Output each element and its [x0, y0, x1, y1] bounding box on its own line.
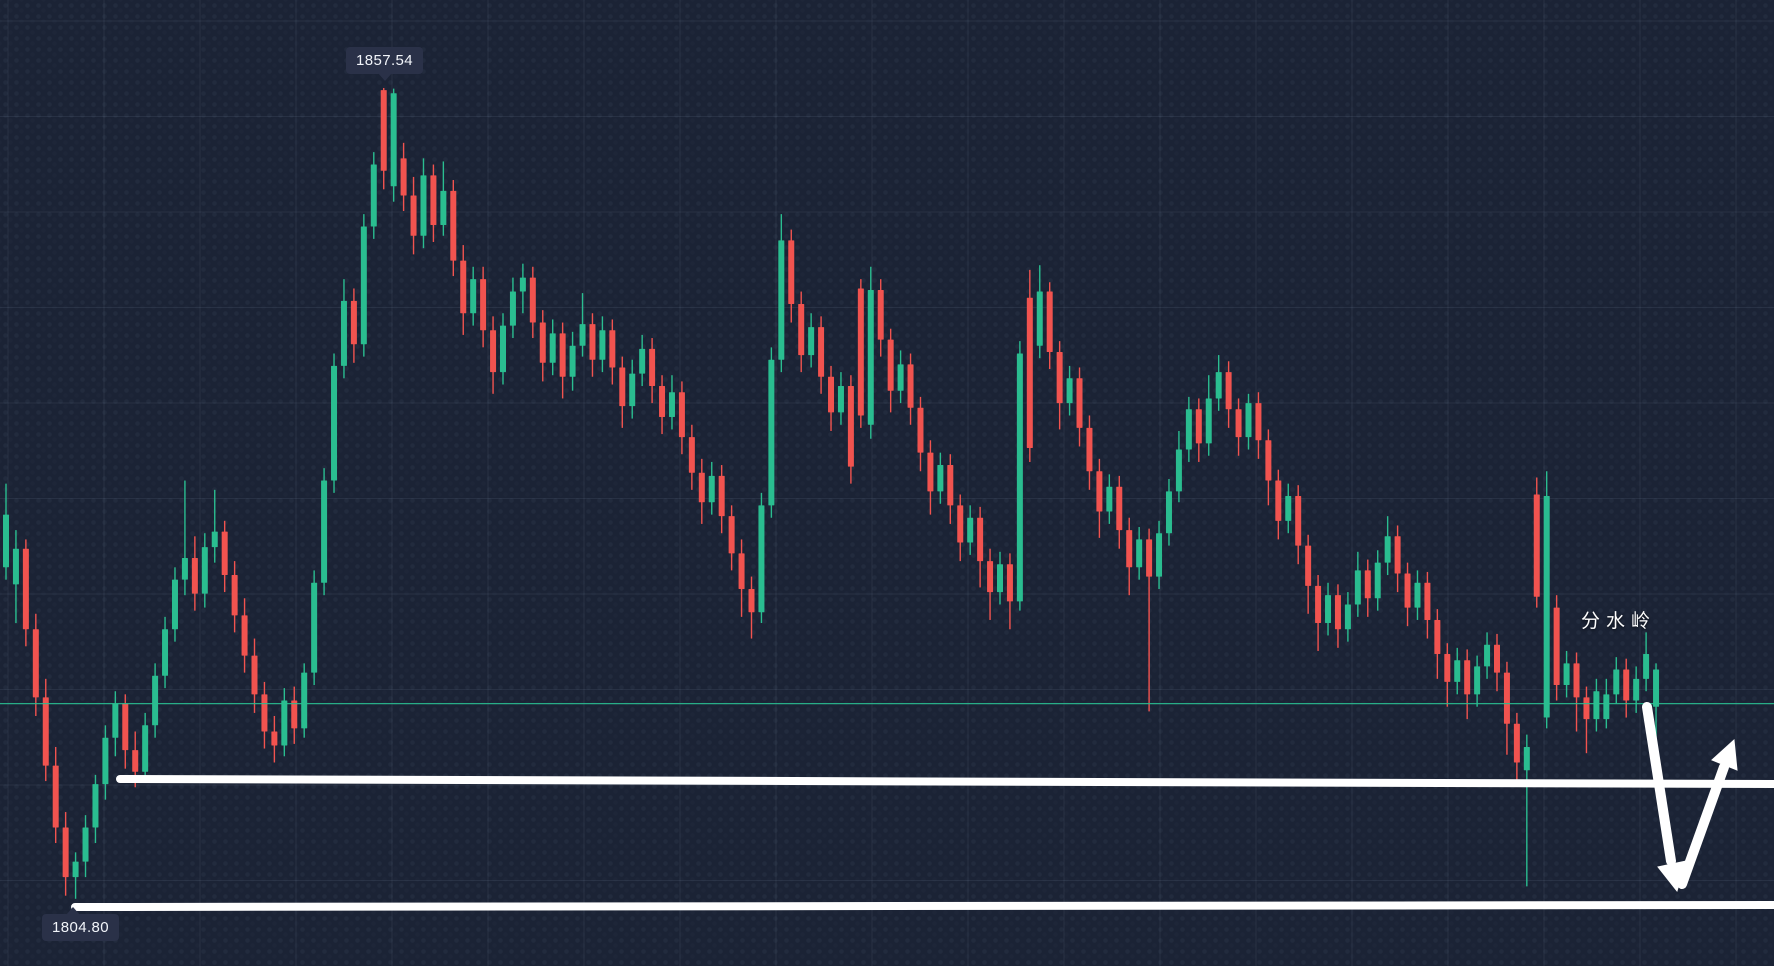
high-price-value: 1857.54	[356, 52, 414, 69]
lower-support-line	[71, 901, 1774, 911]
arrow-up-head-icon	[1711, 738, 1738, 771]
watershed-annotation: 分水岭	[1581, 611, 1657, 632]
low-price-value: 1804.80	[52, 919, 110, 936]
arrow-down-stroke	[1642, 702, 1676, 866]
arrow-up-stroke	[1677, 762, 1729, 889]
high-price-label: 1857.54	[346, 47, 424, 81]
v-shape-arrow[interactable]	[1642, 702, 1738, 893]
support-lines[interactable]	[71, 775, 1774, 911]
upper-support-line	[116, 775, 1774, 788]
low-price-label: 1804.80	[42, 907, 120, 941]
candles	[3, 88, 1660, 899]
